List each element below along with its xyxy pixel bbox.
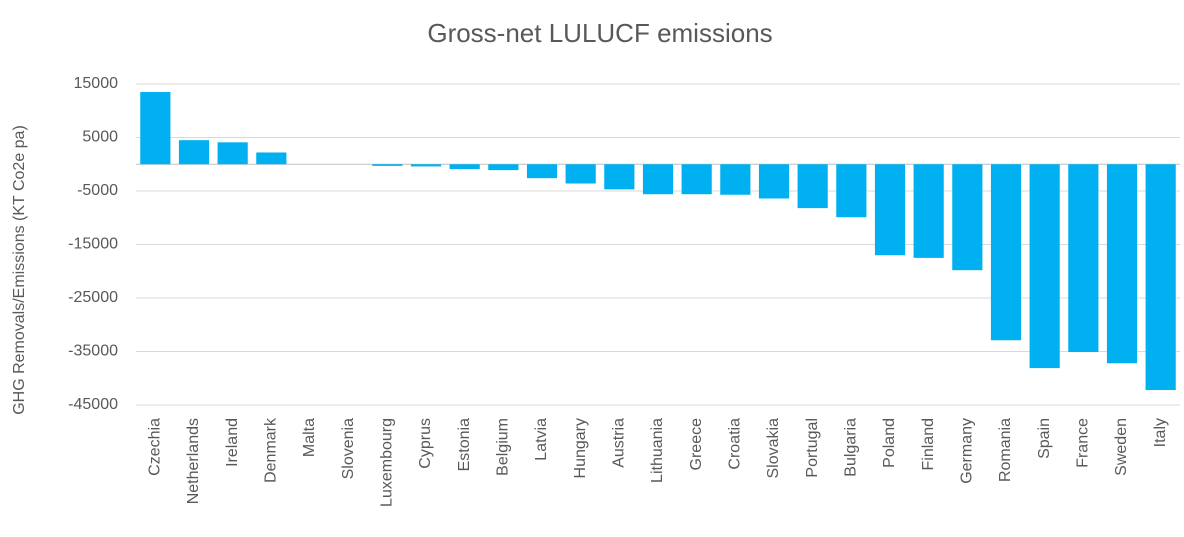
x-tick-label: Hungary <box>572 418 589 478</box>
bar <box>836 164 867 218</box>
chart-title: Gross-net LULUCF emissions <box>427 18 772 48</box>
x-tick-label: Portugal <box>804 418 821 478</box>
x-tick-label: Italy <box>1152 418 1169 447</box>
bar <box>604 164 635 190</box>
y-tick-label: -15000 <box>68 236 118 253</box>
y-tick-label: -25000 <box>68 289 118 306</box>
x-tick-label: France <box>1075 418 1092 468</box>
bar <box>990 164 1022 341</box>
bar <box>178 140 210 165</box>
bar <box>758 164 790 199</box>
bar <box>913 164 944 258</box>
bar <box>488 164 519 171</box>
x-tick-label: Cyprus <box>417 418 434 469</box>
y-tick-label: -35000 <box>68 343 118 360</box>
bar <box>797 164 828 209</box>
x-tick-label: Ireland <box>224 418 241 467</box>
bar <box>1145 164 1176 391</box>
x-tick-label: Poland <box>881 418 898 468</box>
y-tick-label: 15000 <box>74 75 119 92</box>
y-tick-label: 5000 <box>82 129 118 146</box>
x-tick-label: Greece <box>688 418 705 471</box>
x-tick-label: Germany <box>959 418 976 484</box>
x-tick-label: Sweden <box>1113 418 1130 476</box>
bar <box>952 164 983 271</box>
y-tick-label: -5000 <box>77 182 118 199</box>
bar <box>526 164 558 179</box>
x-tick-label: Lithuania <box>649 418 666 483</box>
bar <box>217 142 248 165</box>
bar <box>1106 164 1138 364</box>
bar <box>874 164 906 256</box>
bar <box>681 164 712 195</box>
x-tick-label: Latvia <box>533 418 550 461</box>
bar <box>1029 164 1060 369</box>
x-tick-label: Malta <box>301 418 318 457</box>
x-tick-label: Czechia <box>147 418 164 476</box>
x-tick-label: Netherlands <box>185 418 202 504</box>
x-tick-label: Denmark <box>263 417 280 483</box>
x-tick-label: Belgium <box>495 418 512 476</box>
bar <box>256 152 287 165</box>
bar <box>410 164 442 167</box>
x-tick-label: Slovenia <box>340 418 357 479</box>
bar <box>449 164 480 170</box>
y-axis-title: GHG Removals/Emissions (KT Co2e pa) <box>11 125 28 415</box>
x-tick-label: Austria <box>611 418 628 468</box>
x-tick-label: Luxembourg <box>379 418 396 507</box>
bar <box>140 92 171 165</box>
bar <box>372 164 403 166</box>
x-tick-label: Slovakia <box>765 418 782 479</box>
x-tick-label: Bulgaria <box>843 418 860 477</box>
x-tick-label: Croatia <box>727 418 744 470</box>
x-tick-label: Estonia <box>456 418 473 471</box>
bar <box>642 164 674 195</box>
x-tick-label: Spain <box>1036 418 1053 459</box>
x-tick-label: Finland <box>920 418 937 470</box>
bar <box>1068 164 1099 353</box>
x-tick-label: Romania <box>997 418 1014 482</box>
bar <box>565 164 596 184</box>
y-tick-label: -45000 <box>68 396 118 413</box>
bar <box>720 164 751 195</box>
